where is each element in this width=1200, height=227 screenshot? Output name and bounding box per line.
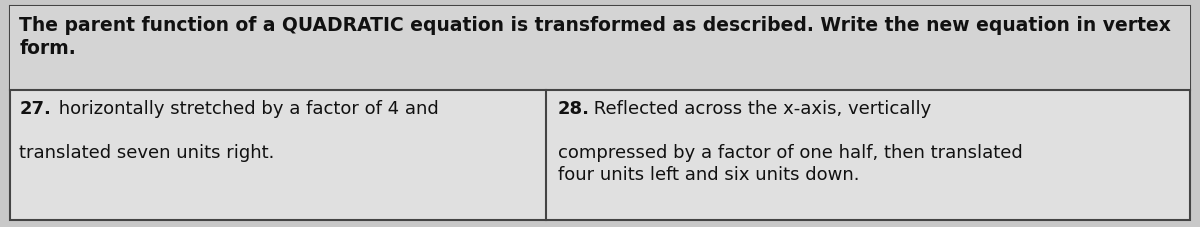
Text: compressed by a factor of one half, then translated
four units left and six unit: compressed by a factor of one half, then… [558, 143, 1022, 183]
Text: The parent function of a QUADRATIC equation is transformed as described. Write t: The parent function of a QUADRATIC equat… [19, 16, 1171, 58]
Text: horizontally stretched by a factor of 4 and: horizontally stretched by a factor of 4 … [53, 100, 438, 118]
Text: 28.: 28. [558, 100, 590, 118]
Bar [10, 7, 1190, 91]
Text: 27.: 27. [19, 100, 52, 118]
Text: Reflected across the x-axis, vertically: Reflected across the x-axis, vertically [588, 100, 931, 118]
Text: translated seven units right.: translated seven units right. [19, 143, 275, 161]
